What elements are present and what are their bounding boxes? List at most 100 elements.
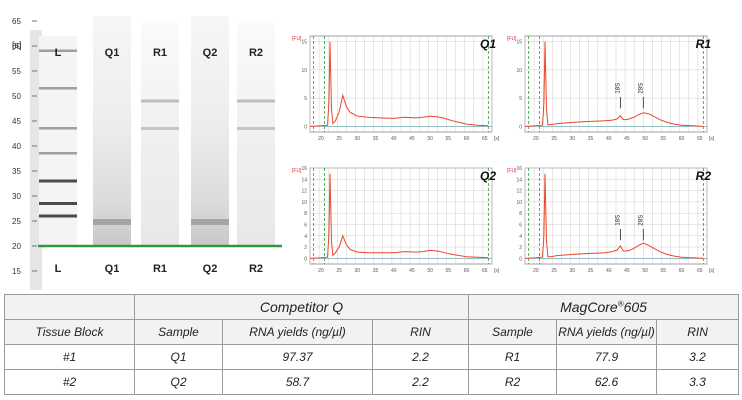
lane-label-top: L <box>55 47 62 59</box>
table-cell: R1 <box>468 344 558 370</box>
lane-r1 <box>141 21 179 246</box>
y-axis-unit: [FU] <box>292 168 302 174</box>
rna-results-table: Competitor Q MagCore®605 Tissue Block Sa… <box>4 294 740 395</box>
x-tick-label: 45 <box>409 136 415 142</box>
column-header: RIN <box>371 319 470 345</box>
lane-r2 <box>237 21 275 246</box>
gel-tick-label: 50 <box>12 92 21 101</box>
x-tick-label: 35 <box>588 268 594 274</box>
ladder-lane <box>39 36 77 246</box>
y-tick-label: 10 <box>516 200 522 206</box>
gel-tick-label: 35 <box>12 167 21 176</box>
x-tick-label: 50 <box>642 268 648 274</box>
trace-line <box>309 173 489 259</box>
gel-tick-label: 25 <box>12 217 21 226</box>
x-tick-label: 30 <box>570 268 576 274</box>
y-tick-label: 5 <box>519 96 522 102</box>
gel-time-unit: [s] <box>12 40 22 50</box>
sample-band-18s <box>141 127 179 130</box>
y-tick-label: 15 <box>301 40 307 46</box>
chart-title: R1 <box>696 37 712 51</box>
sample-band-28s <box>141 99 179 103</box>
y-tick-label: 10 <box>301 68 307 74</box>
y-tick-label: 2 <box>519 245 522 251</box>
y-tick-label: 4 <box>519 234 522 240</box>
table-corner-cell <box>4 294 135 320</box>
y-tick-label: 15 <box>516 40 522 46</box>
x-tick-label: 25 <box>551 268 557 274</box>
gel-image: [s] 65 60 55 50 45 40 35 30 25 20 15 L Q1 R1 Q2 R2 L Q1 R1 Q… <box>12 16 282 290</box>
column-header: Sample <box>134 319 223 345</box>
y-tick-label: 4 <box>304 234 307 240</box>
ladder-band <box>39 49 77 52</box>
table-cell: R2 <box>468 369 558 395</box>
y-tick-label: 8 <box>519 211 522 217</box>
x-tick-label: 35 <box>588 136 594 142</box>
chart-title: Q2 <box>480 169 496 183</box>
y-tick-label: 10 <box>301 200 307 206</box>
x-tick-label: 40 <box>606 136 612 142</box>
x-axis-unit: [s] <box>709 268 715 274</box>
lane-label-top: R1 <box>153 47 167 59</box>
x-tick-label: 25 <box>336 136 342 142</box>
trace-line <box>524 41 704 127</box>
x-tick-label: 55 <box>661 268 667 274</box>
x-tick-label: 55 <box>661 136 667 142</box>
column-header: RIN <box>656 319 740 345</box>
table-column-header-row: Tissue Block Sample RNA yields (ng/µl) R… <box>4 319 740 345</box>
ladder-band <box>39 152 77 155</box>
y-tick-label: 12 <box>301 189 307 195</box>
y-tick-label: 0 <box>304 256 307 262</box>
table-group-header-row: Competitor Q MagCore®605 <box>4 294 740 320</box>
lane-q1 <box>93 16 131 246</box>
y-tick-label: 16 <box>516 166 522 172</box>
x-axis-unit: [s] <box>494 268 500 274</box>
y-tick-label: 14 <box>516 177 522 183</box>
ladder-band <box>39 87 77 90</box>
ladder-band <box>39 127 77 130</box>
x-tick-label: 20 <box>533 136 539 142</box>
table-cell: 3.3 <box>656 369 740 395</box>
y-tick-label: 0 <box>519 124 522 130</box>
lane-label-bottom: Q1 <box>105 263 120 275</box>
trace-line <box>309 41 489 127</box>
table-cell: 97.37 <box>222 344 373 370</box>
y-tick-label: 5 <box>304 96 307 102</box>
lane-q2 <box>191 16 229 246</box>
x-axis-unit: [s] <box>709 136 715 142</box>
lane-label-top: Q2 <box>203 47 218 59</box>
peak-label: 28S <box>638 83 644 94</box>
table-cell: 77.9 <box>556 344 658 370</box>
sample-band-18s <box>237 127 275 130</box>
peak-label: 28S <box>638 215 644 226</box>
table-cell: Q1 <box>134 344 223 370</box>
column-header: RNA yields (ng/µl) <box>222 319 373 345</box>
table-cell: 2.2 <box>371 344 470 370</box>
x-tick-label: 30 <box>355 268 361 274</box>
x-tick-label: 35 <box>373 268 379 274</box>
table-cell: Q2 <box>134 369 223 395</box>
y-tick-label: 2 <box>304 245 307 251</box>
gel-tick-label: 20 <box>12 242 21 251</box>
x-tick-label: 50 <box>427 136 433 142</box>
y-tick-label: 14 <box>301 177 307 183</box>
gel-tick-label: 55 <box>12 67 21 76</box>
gel-tick-label: 65 <box>12 17 21 26</box>
x-tick-label: 65 <box>482 136 488 142</box>
group-header-magcore: MagCore®605 <box>468 294 740 320</box>
gel-tick-label: 40 <box>12 142 21 151</box>
x-tick-label: 25 <box>551 136 557 142</box>
x-tick-label: 60 <box>464 268 470 274</box>
x-tick-label: 50 <box>427 268 433 274</box>
lane-label-bottom: Q2 <box>203 263 218 275</box>
lane-label-top: Q1 <box>105 47 120 59</box>
ladder-band <box>39 202 77 205</box>
x-tick-label: 45 <box>409 268 415 274</box>
x-tick-label: 40 <box>391 268 397 274</box>
column-header: Sample <box>468 319 558 345</box>
x-tick-label: 65 <box>697 268 703 274</box>
peak-label: 18S <box>615 83 621 94</box>
y-tick-label: 8 <box>304 211 307 217</box>
column-header: Tissue Block <box>4 319 135 345</box>
x-tick-label: 55 <box>446 136 452 142</box>
